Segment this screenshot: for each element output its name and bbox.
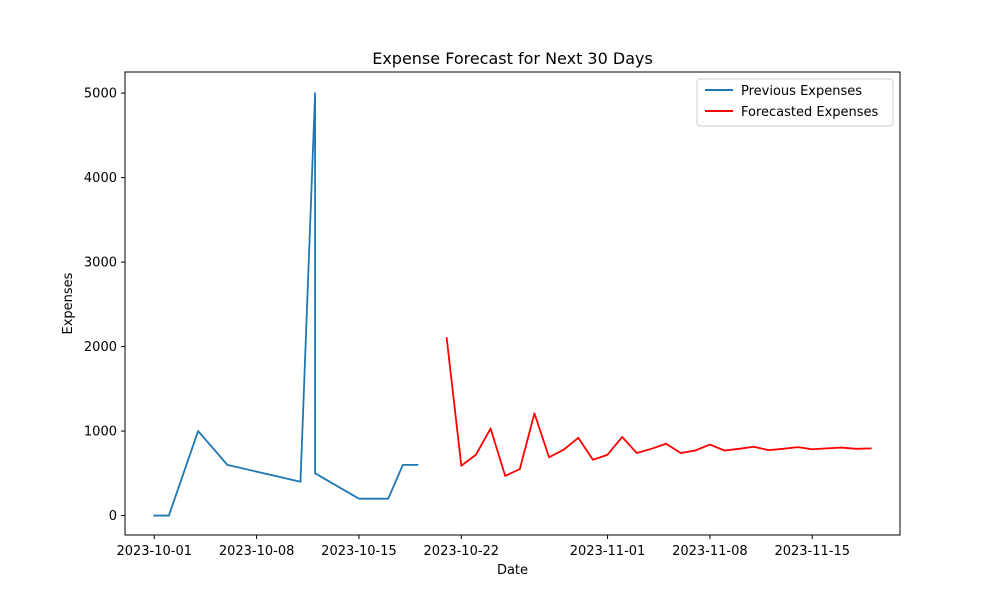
y-tick-label: 2000: [84, 340, 117, 355]
y-axis-title: Expenses: [61, 272, 76, 334]
y-tick-label: 0: [109, 509, 117, 524]
x-tick-label: 2023-11-01: [570, 544, 646, 559]
x-tick-label: 2023-10-01: [116, 544, 192, 559]
legend-label-previous-expenses: Previous Expenses: [741, 84, 862, 99]
chart-title: Expense Forecast for Next 30 Days: [372, 49, 653, 68]
y-tick-label: 4000: [84, 171, 117, 186]
axis-ticks: 2023-10-01 2023-10-08 2023-10-15 2023-10-22…: [84, 87, 850, 559]
x-tick-label: 2023-10-22: [424, 544, 500, 559]
x-tick-label: 2023-11-15: [774, 544, 850, 559]
plot-area: [153, 92, 872, 517]
series-line-forecasted-expenses: [445, 337, 872, 477]
x-tick-label: 2023-10-08: [219, 544, 295, 559]
series-line-previous-expenses: [153, 92, 419, 517]
y-tick-label: 1000: [84, 425, 117, 440]
x-tick-label: 2023-10-15: [321, 544, 397, 559]
legend: Previous Expenses Forecasted Expenses: [696, 78, 894, 127]
x-tick-label: 2023-11-08: [672, 544, 748, 559]
plot-frame: [124, 71, 901, 536]
legend-label-forecasted-expenses: Forecasted Expenses: [741, 105, 879, 120]
y-tick-label: 5000: [84, 87, 117, 102]
legend-box: [696, 78, 894, 127]
y-tick-label: 3000: [84, 256, 117, 271]
x-axis-title: Date: [497, 563, 528, 578]
